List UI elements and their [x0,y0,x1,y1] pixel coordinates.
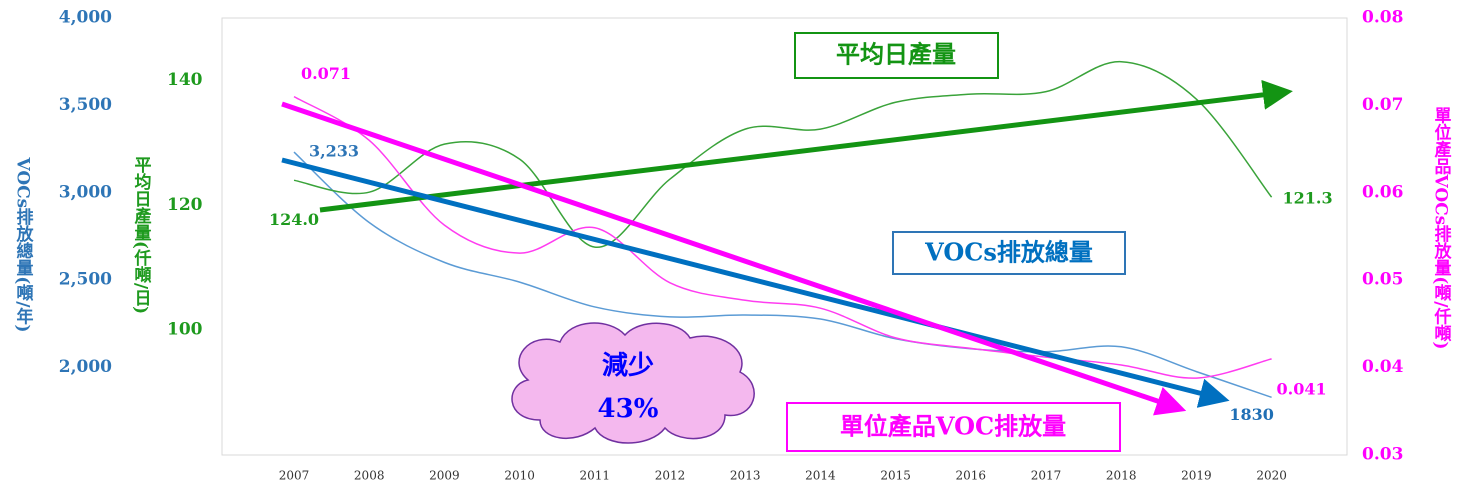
x-tick-label: 2017 [1031,469,1062,483]
x-tick-label: 2009 [429,469,460,483]
tick-label: 0.03 [1362,445,1403,465]
legend-label: 單位產品VOC排放量 [840,412,1066,441]
x-tick-label: 2011 [580,469,611,483]
data-label: 121.3 [1283,189,1333,208]
y2-axis-title: 平均日產量(仟噸/日) [131,156,153,314]
legend-box [794,32,999,79]
x-tick-label: 2015 [880,469,911,483]
x-tick-label: 2020 [1256,469,1287,483]
trend-arrow [281,101,1187,416]
x-tick-label: 2010 [504,469,535,483]
y-axis-title: VOCs排放總量(噸/年) [13,156,35,332]
x-tick-label: 2013 [730,469,761,483]
data-label: 3,233 [309,142,359,161]
tick-label: 0.06 [1362,182,1403,202]
data-label: 0.071 [301,64,351,83]
tick-label: 3,500 [59,95,112,115]
x-tick-label: 2007 [279,469,310,483]
tick-label: 2,000 [59,357,112,377]
tick-label: 3,000 [59,182,112,202]
tick-label: 100 [167,320,203,340]
series-line [293,60,1273,248]
x-tick-label: 2019 [1181,469,1212,483]
legend-label: VOCs排放總量 [924,238,1093,267]
x-tick-label: 2018 [1106,469,1137,483]
trend-arrow [319,79,1293,213]
series-line [293,151,1272,399]
tick-label: 0.07 [1362,95,1403,115]
tick-label: 2,500 [59,270,112,290]
tick-label: 4,000 [59,8,112,28]
legend-box [892,231,1126,275]
plot-frame [221,17,1348,456]
tick-label: 0.08 [1362,8,1403,28]
cloud [511,322,755,444]
data-label: 1830 [1229,405,1274,424]
series-line [293,96,1272,379]
x-tick-label: 2016 [956,469,987,483]
annotation: 減少 [602,351,654,381]
data-label: 0.041 [1277,379,1327,398]
legend-label: 平均日產量 [836,40,956,69]
annotation: 43% [598,394,659,424]
x-tick-label: 2008 [354,469,385,483]
data-label: 124.0 [269,210,319,229]
legend-box [786,402,1121,452]
trend-arrow [281,157,1230,408]
x-tick-label: 2014 [805,469,836,483]
y3-axis-title: 單位產品VOCs排放量(噸/仟噸) [1431,106,1453,349]
tick-label: 0.05 [1362,270,1403,290]
tick-label: 140 [167,70,203,90]
x-tick-label: 2012 [655,469,686,483]
tick-label: 0.04 [1362,357,1404,377]
tick-label: 120 [167,195,203,215]
